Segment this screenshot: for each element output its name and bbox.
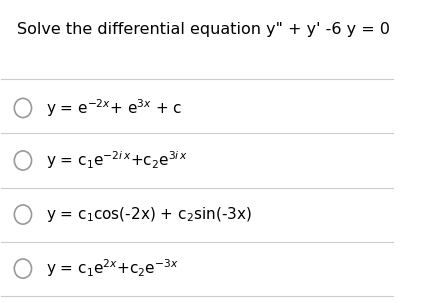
Text: y = c$_1$cos(-2x) + c$_2$sin(-3x): y = c$_1$cos(-2x) + c$_2$sin(-3x) xyxy=(47,205,253,224)
Text: y = e$^{-2x}$+ e$^{3x}$ + c: y = e$^{-2x}$+ e$^{3x}$ + c xyxy=(47,97,183,119)
Text: Solve the differential equation y" + y' -6 y = 0: Solve the differential equation y" + y' … xyxy=(17,22,390,37)
Text: y = c$_1$e$^{-2i\,x}$+c$_2$e$^{3i\,x}$: y = c$_1$e$^{-2i\,x}$+c$_2$e$^{3i\,x}$ xyxy=(47,150,188,171)
Text: y = c$_1$e$^{2x}$+c$_2$e$^{-3x}$: y = c$_1$e$^{2x}$+c$_2$e$^{-3x}$ xyxy=(47,258,179,279)
